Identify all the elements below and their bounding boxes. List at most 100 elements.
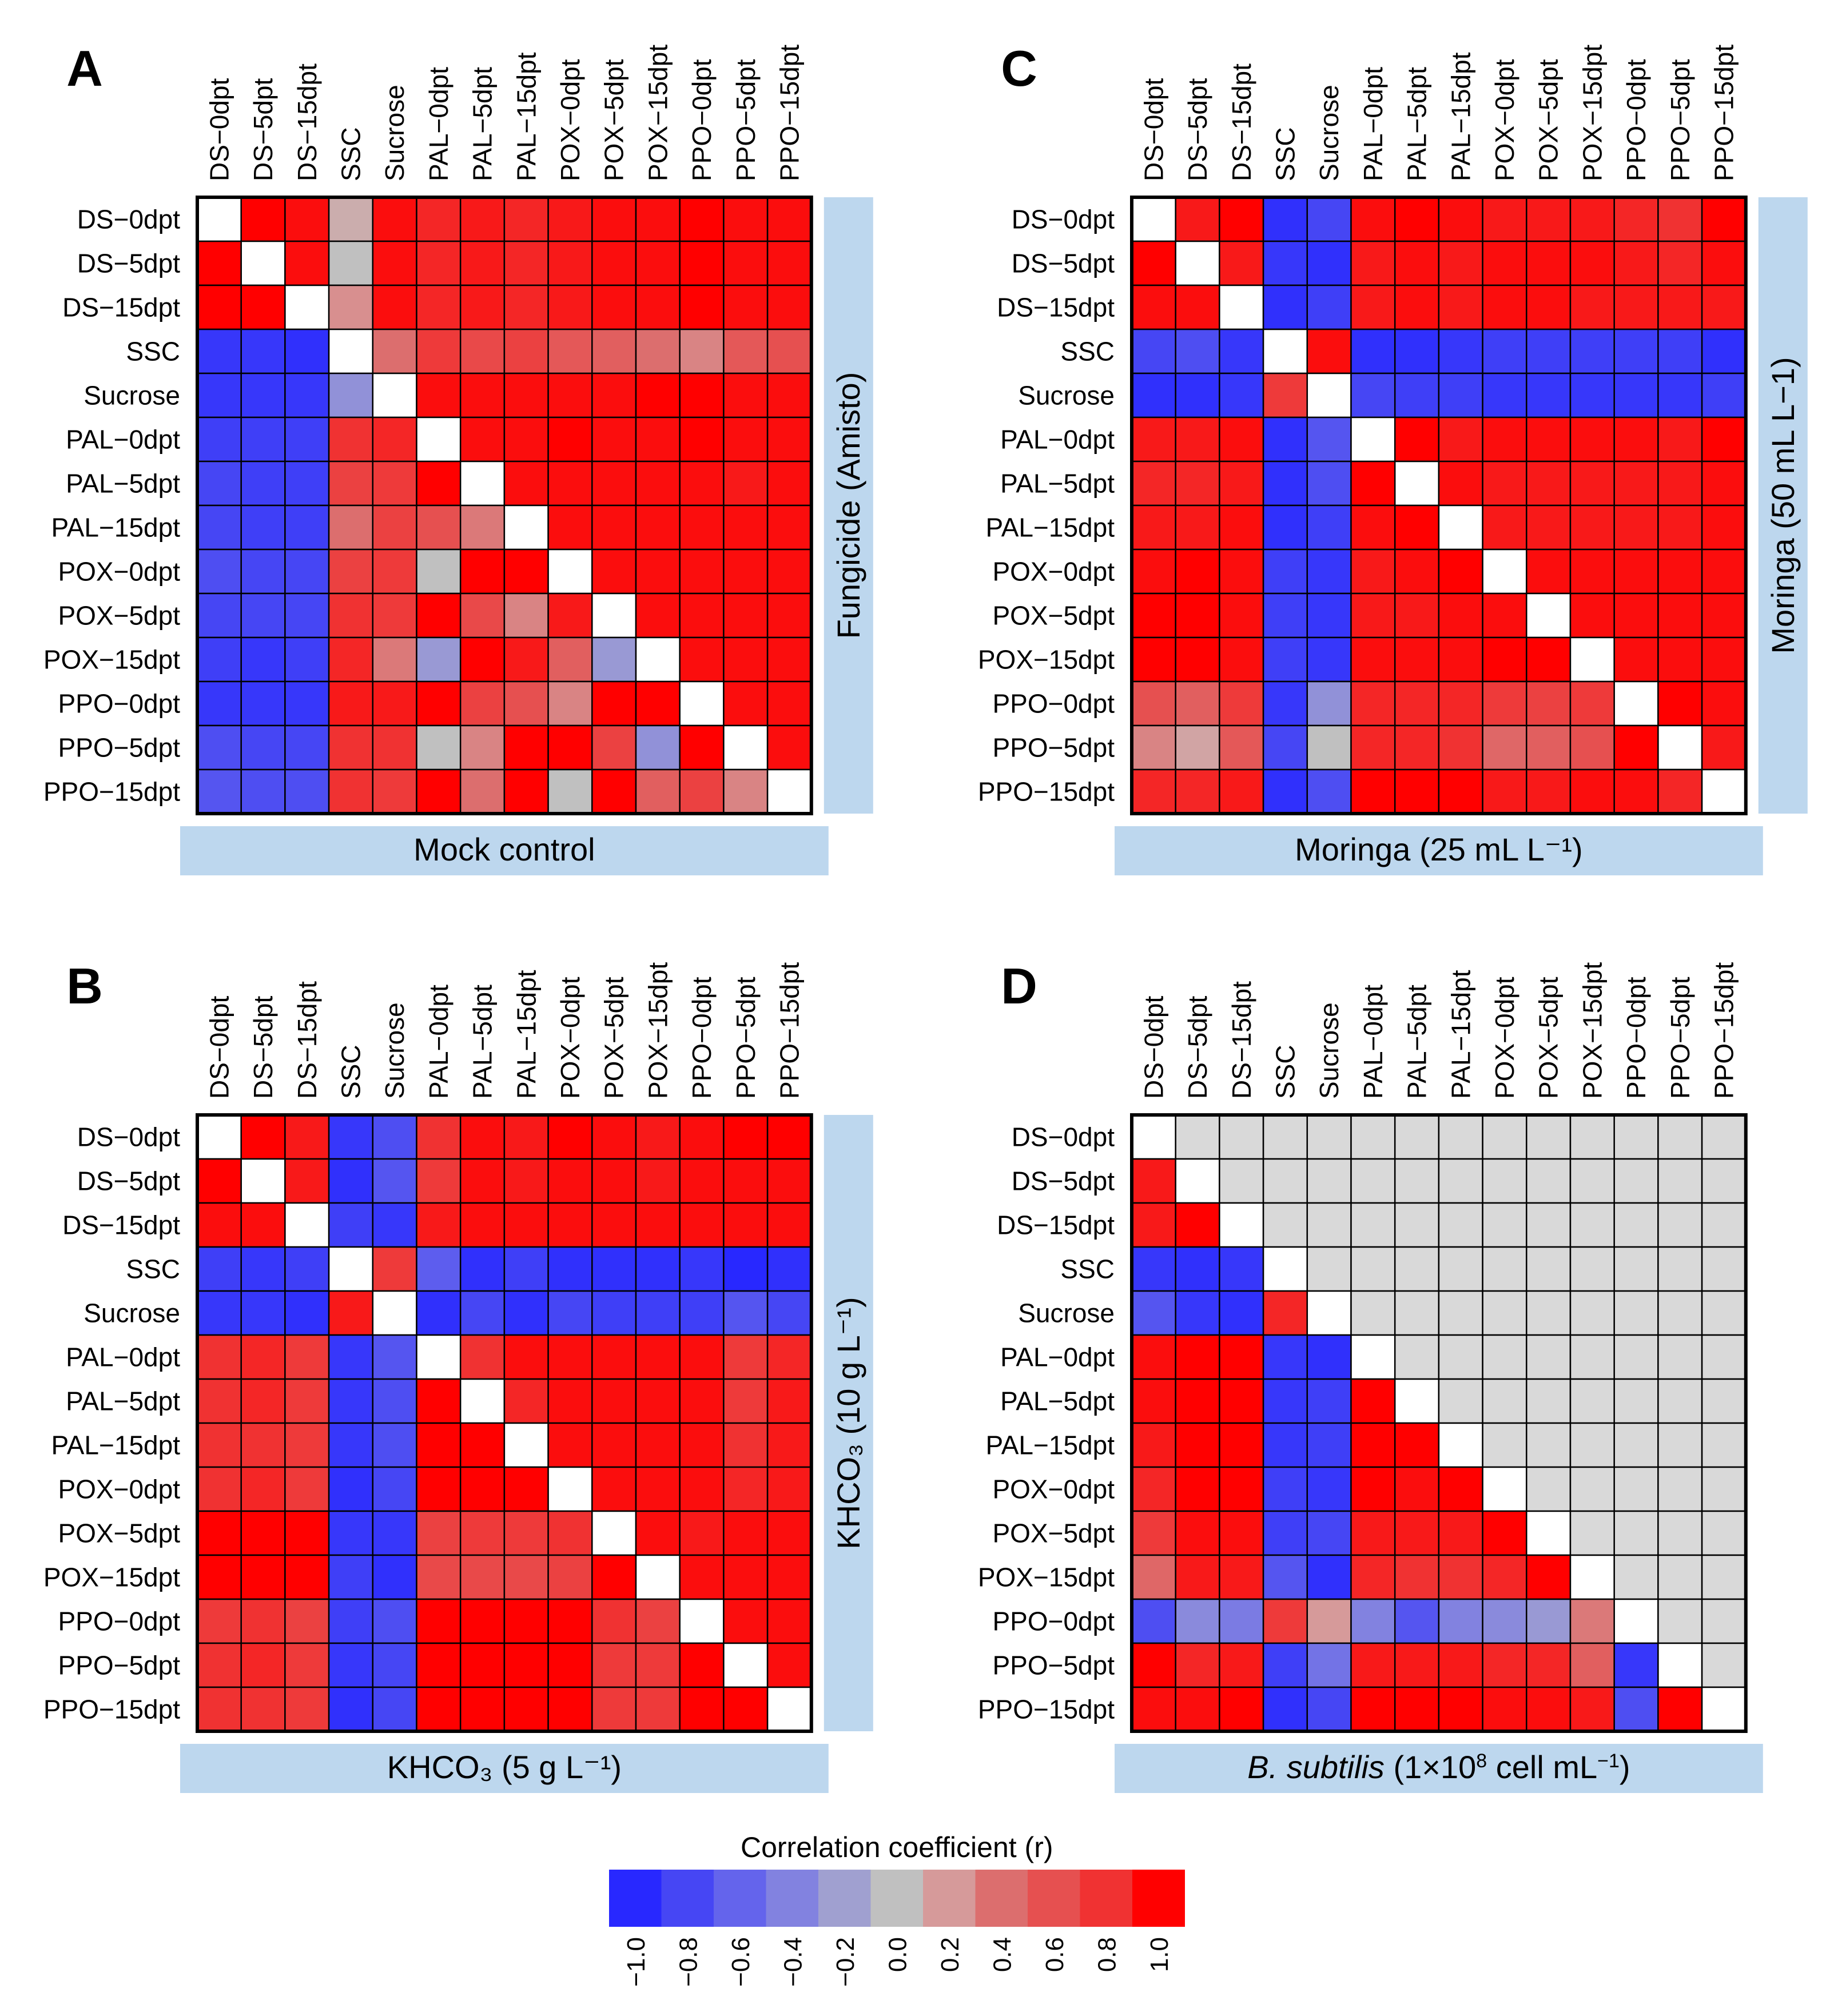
heatmap-cell [1262, 1202, 1308, 1248]
heatmap-cell [1613, 372, 1659, 419]
heatmap-cell [1526, 284, 1572, 330]
heatmap-cell [635, 1422, 681, 1468]
heatmap-cell [547, 1466, 593, 1512]
heatmap-cell [1175, 1554, 1220, 1600]
heatmap-cell [416, 328, 462, 374]
heatmap-cell [1131, 1598, 1176, 1644]
heatmap-cell [328, 1466, 374, 1512]
column-label: DS−5dpt [248, 78, 278, 181]
heatmap-cell [1219, 196, 1264, 242]
row-label: DS−0dpt [77, 205, 181, 234]
heatmap-cell [591, 636, 637, 683]
heatmap-cell [591, 1466, 637, 1512]
heatmap-cell [547, 724, 593, 771]
heatmap-cell [766, 1158, 813, 1204]
heatmap-cell [1394, 1510, 1440, 1556]
heatmap-cell [372, 636, 417, 683]
heatmap-cell [1482, 768, 1527, 815]
heatmap-cell [1526, 1598, 1572, 1644]
heatmap-cell [1262, 592, 1308, 639]
row-label: POX−15dpt [43, 645, 180, 675]
heatmap-cell [766, 680, 813, 727]
heatmap-cell [328, 416, 374, 463]
heatmap-cell [1482, 1114, 1527, 1160]
heatmap-cell [766, 1554, 813, 1600]
heatmap-cell [240, 680, 286, 727]
heatmap-cell [1394, 1422, 1440, 1468]
heatmap-cell [459, 1686, 506, 1732]
heatmap-cell [723, 460, 769, 507]
heatmap-cell [1613, 1334, 1659, 1380]
heatmap-cell [459, 1510, 506, 1556]
heatmap-cell [1262, 1246, 1308, 1292]
heatmap-cell [1438, 1290, 1483, 1336]
row-label: POX−5dpt [992, 601, 1115, 631]
heatmap-cell [240, 1158, 286, 1204]
heatmap-cell [679, 1202, 725, 1248]
heatmap-cell [1657, 460, 1703, 507]
heatmap-cell [1701, 504, 1747, 551]
heatmap-cell [328, 1158, 374, 1204]
heatmap-cell [1350, 1686, 1396, 1732]
heatmap-cell [723, 1554, 769, 1600]
heatmap-cell [1613, 1510, 1659, 1556]
heatmap-cell [1701, 1158, 1747, 1204]
heatmap-cell [547, 636, 593, 683]
heatmap-cell [1657, 284, 1703, 330]
heatmap-cell [1394, 636, 1440, 683]
heatmap-cell [1482, 636, 1527, 683]
row-label: PPO−0dpt [992, 1607, 1115, 1636]
heatmap-cell [372, 724, 417, 771]
heatmap-cell [547, 1378, 593, 1424]
heatmap-cell [1350, 1246, 1396, 1292]
heatmap-cell [766, 592, 813, 639]
heatmap-cell [1219, 1642, 1264, 1688]
heatmap-cell [1350, 196, 1396, 242]
color-legend: Correlation coefficient (r)−1.0 −0.8 −0.6−… [609, 1831, 1185, 1987]
heatmap-cell [1350, 1510, 1396, 1556]
row-label: PPO−0dpt [58, 689, 180, 719]
column-label: Sucrose [380, 85, 409, 181]
heatmap-cell [679, 1466, 725, 1512]
heatmap-cell [1569, 680, 1615, 727]
column-label: DS−15dpt [1227, 981, 1256, 1099]
heatmap-cell [723, 1290, 769, 1336]
heatmap-cell [1482, 460, 1527, 507]
heatmap-cell [1438, 1422, 1483, 1468]
heatmap-cell [1131, 1554, 1176, 1600]
row-label: PPO−0dpt [992, 689, 1115, 719]
heatmap-cell [1569, 372, 1615, 419]
heatmap-cell [196, 196, 242, 242]
heatmap-cell [1482, 592, 1527, 639]
heatmap-cell [416, 724, 462, 771]
heatmap-cell [591, 1334, 637, 1380]
legend-swatch [1132, 1870, 1185, 1927]
heatmap-cell [679, 1686, 725, 1732]
column-label: DS−15dpt [292, 981, 322, 1099]
row-label: POX−5dpt [58, 1519, 180, 1548]
row-label: PAL−5dpt [1000, 469, 1115, 499]
heatmap-cell [503, 636, 549, 683]
heatmap-cell [1306, 196, 1352, 242]
heatmap-cell [284, 636, 330, 683]
heatmap-border [1130, 196, 1748, 815]
heatmap-cell [1701, 1246, 1747, 1292]
row-label: PPO−5dpt [992, 1651, 1115, 1680]
heatmap-cell [766, 768, 813, 815]
heatmap-cell [591, 416, 637, 463]
heatmap-cell [1219, 416, 1264, 463]
column-label: POX−15dpt [643, 45, 673, 181]
heatmap-cell [1219, 680, 1264, 727]
column-label: POX−0dpt [1490, 977, 1519, 1099]
heatmap-cell [459, 240, 506, 286]
heatmap-cell [635, 328, 681, 374]
row-label: DS−15dpt [997, 1210, 1115, 1240]
heatmap-cell [459, 416, 506, 463]
heatmap-cell [1438, 504, 1483, 551]
heatmap-cell [284, 196, 330, 242]
heatmap-cell [723, 1114, 769, 1160]
heatmap-cell [328, 1554, 374, 1600]
column-label: PPO−0dpt [1621, 977, 1651, 1099]
heatmap-cell [679, 636, 725, 683]
column-label: PPO−5dpt [731, 59, 761, 181]
